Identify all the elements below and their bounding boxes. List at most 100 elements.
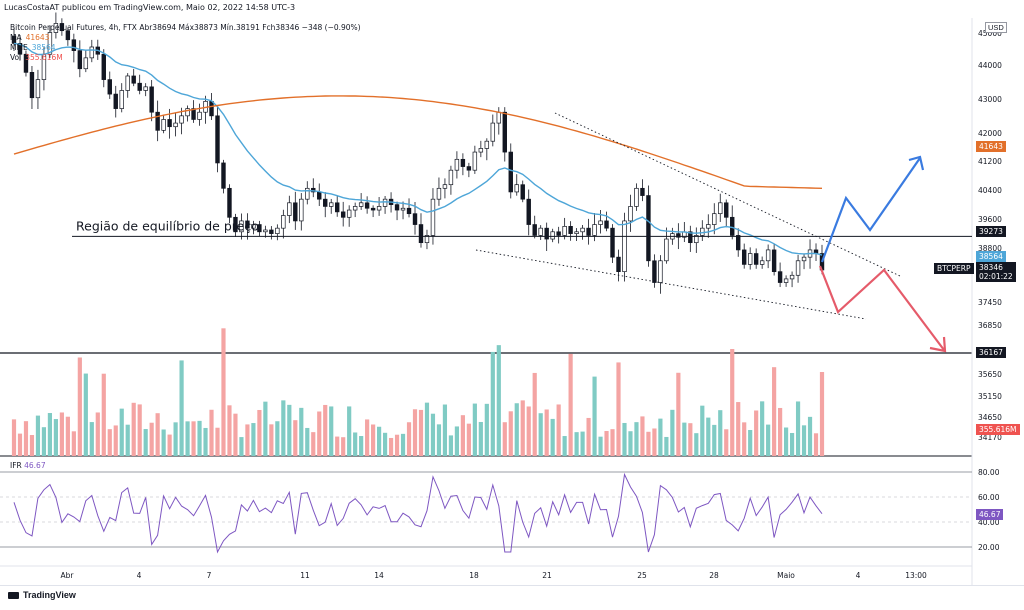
volume-bar — [682, 422, 687, 456]
volume-bar — [610, 429, 615, 456]
volume-bar — [35, 415, 41, 456]
volume-bar — [173, 422, 178, 456]
candle-down — [334, 202, 340, 213]
volume-bar — [736, 402, 741, 456]
candle-down — [586, 227, 591, 236]
volume-bar — [317, 411, 322, 456]
volume-bar — [795, 401, 801, 456]
candle-down — [730, 216, 735, 236]
bearish-arrowhead — [929, 336, 947, 353]
candle-down — [23, 53, 29, 73]
volume-bar — [131, 402, 136, 456]
candle-down — [688, 231, 693, 244]
volume-bar — [658, 418, 663, 456]
candle-up — [83, 57, 89, 70]
last-price-tag: 38346 02:01:22 — [976, 262, 1016, 282]
candles — [11, 12, 825, 294]
volume-bar — [29, 435, 35, 456]
candle-up — [759, 260, 765, 265]
volume-bar — [604, 431, 609, 456]
price-tick-label: 43000 — [978, 95, 1002, 104]
volume-bar — [227, 405, 232, 456]
candle-up — [263, 229, 268, 233]
volume-bar — [514, 403, 519, 456]
legend-mme[interactable]: MME 38564 — [10, 43, 361, 53]
candle-up — [801, 256, 807, 262]
volume-bar — [670, 409, 675, 456]
equilibrium-label: Região de equilíbrio de preço — [76, 218, 259, 233]
volume-bar — [394, 434, 400, 456]
candle-up — [484, 140, 490, 149]
volume-bar — [478, 421, 483, 456]
volume-bar — [155, 413, 160, 456]
volume-bar — [592, 376, 597, 456]
candle-down — [131, 75, 136, 84]
legend-vol[interactable]: Vol 355.616M — [10, 53, 361, 63]
candle-down — [155, 111, 160, 131]
support-price-tag: 39273 — [976, 226, 1006, 237]
volume-bars — [11, 328, 825, 456]
volume-bar — [221, 328, 226, 456]
time-tick-label: Maio — [777, 571, 795, 580]
candle-up — [622, 220, 627, 273]
candle-down — [646, 195, 651, 262]
volume-bar — [89, 422, 94, 456]
volume-bar — [161, 429, 166, 456]
mme-price-tag: 38564 — [976, 251, 1006, 262]
candle-down — [215, 115, 220, 164]
volume-bar — [329, 406, 334, 456]
candle-down — [71, 39, 77, 51]
volume-bar — [760, 401, 765, 456]
candle-down — [724, 202, 729, 218]
volume-bar — [335, 436, 340, 456]
candle-up — [251, 224, 256, 229]
tradingview-logo[interactable]: TradingView — [8, 590, 76, 600]
volume-bar — [676, 372, 681, 456]
candle-down — [209, 100, 214, 117]
time-tick-label: 11 — [300, 571, 310, 580]
legend: Bitcoin Perpetual Futures, 4h, FTX Abr38… — [10, 23, 361, 63]
legend-ma-label: MA — [10, 33, 22, 42]
currency-button[interactable]: USD — [985, 22, 1007, 33]
candle-down — [753, 253, 759, 265]
candle-down — [113, 93, 118, 109]
candle-down — [777, 271, 783, 283]
volume-bar — [598, 436, 603, 456]
ma-line — [13, 95, 823, 189]
volume-bar — [167, 434, 172, 456]
volume-bar — [95, 412, 100, 456]
candle-down — [412, 213, 418, 225]
legend-ma[interactable]: MA 41643 — [10, 33, 361, 43]
bar-countdown: 02:01:22 — [979, 272, 1013, 281]
candle-up — [305, 187, 310, 200]
legend-mme-value: 38564 — [31, 43, 56, 52]
candle-down — [323, 198, 328, 207]
candle-down — [149, 86, 154, 113]
volume-bar — [239, 437, 244, 456]
legend-symbol[interactable]: Bitcoin Perpetual Futures, 4h, FTX Abr38… — [10, 23, 361, 32]
legend-mme-label: MME — [10, 43, 28, 52]
volume-bar — [550, 418, 555, 456]
volume-bar — [508, 411, 513, 456]
volume-bar — [53, 419, 58, 456]
candle-up — [592, 224, 597, 236]
candle-down — [394, 204, 400, 211]
volume-bar — [454, 426, 459, 456]
time-tick-label: 21 — [542, 571, 552, 580]
volume-bar — [801, 425, 807, 456]
candle-up — [125, 75, 130, 91]
volume-bar — [442, 404, 448, 456]
candle-up — [185, 108, 190, 117]
candle-down — [676, 233, 681, 238]
candle-up — [658, 260, 663, 283]
candle-up — [376, 206, 382, 211]
candle-up — [514, 184, 519, 193]
price-tick-label: 41200 — [978, 157, 1002, 166]
candle-down — [65, 30, 71, 41]
candle-down — [508, 151, 513, 193]
volume-bar — [406, 422, 412, 456]
candle-down — [257, 224, 262, 233]
mme-line — [13, 42, 823, 256]
